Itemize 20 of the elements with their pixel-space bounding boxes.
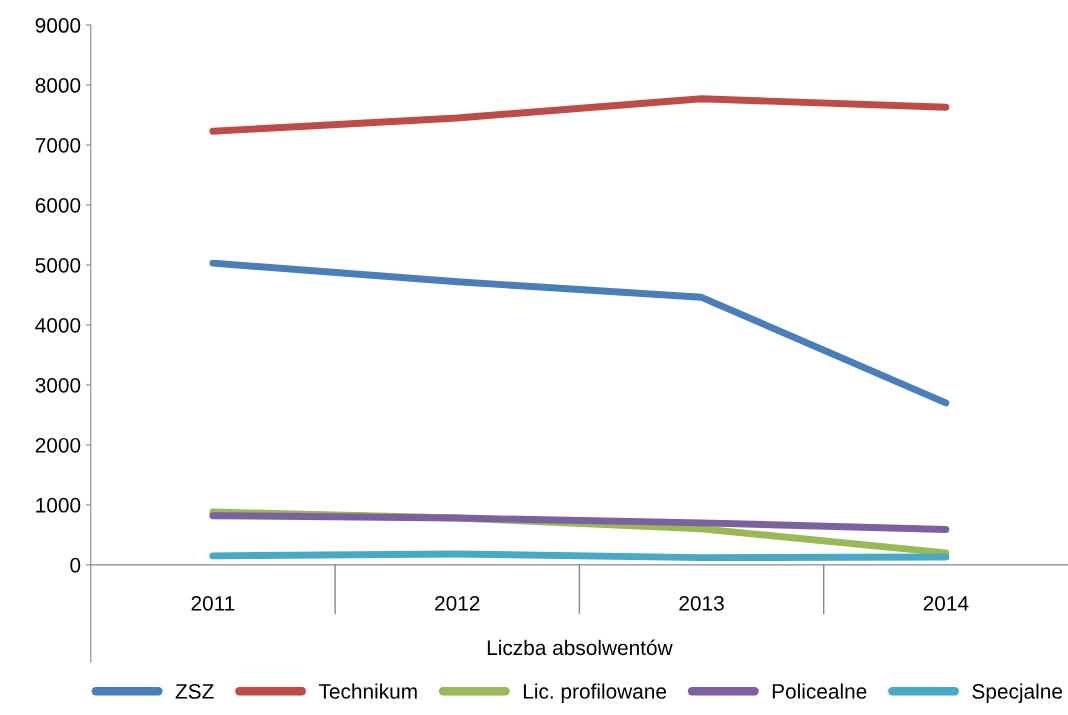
legend-label: Lic. profilowane (523, 683, 667, 703)
legend-label: Policealne (772, 683, 867, 699)
y-tick-label: 0 (70, 557, 81, 573)
y-tick-label: 4000 (35, 317, 81, 333)
legend-label: ZSZ (175, 684, 214, 699)
legend-label: Technikum (318, 683, 417, 699)
y-tick-label: 2000 (35, 437, 81, 453)
y-tick-label: 5000 (35, 257, 81, 273)
y-tick-label: 7000 (35, 137, 81, 153)
y-tick-label: 9000 (35, 18, 81, 33)
x-tick-label: 2011 (191, 595, 235, 611)
legend-label: Specjalne (972, 683, 1063, 703)
x-tick-label: 2012 (435, 595, 480, 611)
y-tick-label: 3000 (35, 377, 81, 393)
y-tick-label: 8000 (35, 78, 81, 93)
x-tick-label: 2014 (923, 595, 969, 611)
x-axis-title: Liczba absolwentów (487, 639, 673, 656)
y-tick-label: 1000 (36, 497, 81, 513)
y-tick-label: 6000 (35, 197, 81, 213)
x-tick-label: 2013 (679, 595, 724, 611)
